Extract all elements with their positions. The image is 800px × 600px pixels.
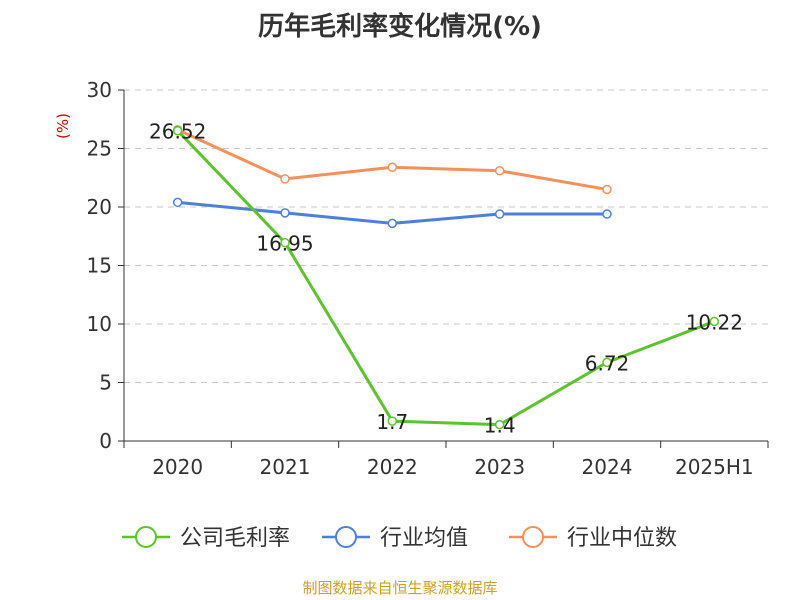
series-line [176, 129, 715, 427]
x-tick-label: 2020 [152, 455, 203, 479]
data-labels: 26.52 16.95 1.7 1.4 6.72 10.22 [149, 120, 743, 438]
legend: 公司毛利率 行业均值 行业中位数 [122, 526, 677, 551]
legend-label: 公司毛利率 [180, 526, 290, 551]
legend-label: 行业中位数 [567, 526, 677, 551]
x-tick-label: 2024 [582, 455, 633, 479]
data-point [387, 218, 398, 229]
legend-marker [335, 526, 357, 548]
y-tick-label: 10 [87, 312, 112, 336]
data-label: 1.7 [376, 410, 408, 434]
grid-lines [124, 89, 768, 383]
y-axis-label: (%) [54, 113, 72, 139]
data-label: 10.22 [686, 310, 743, 334]
data-label: 1.4 [484, 414, 516, 438]
legend-label: 行业均值 [380, 526, 468, 551]
y-tick-label: 15 [87, 254, 112, 278]
data-point [280, 174, 290, 184]
x-tick-label: 2025H1 [675, 455, 754, 479]
series-line [177, 128, 608, 191]
data-point [709, 316, 720, 327]
x-tick-label: 2023 [474, 455, 525, 479]
data-point [602, 209, 612, 219]
data-point [494, 209, 505, 219]
data-point [387, 162, 398, 172]
data-point [172, 197, 183, 208]
data-point [280, 237, 290, 248]
data-point [172, 125, 183, 136]
data-point [494, 419, 505, 430]
legend-marker [135, 526, 157, 548]
y-tick-label: 25 [87, 137, 112, 161]
data-point [494, 165, 505, 176]
x-tick-label: 2021 [260, 455, 311, 479]
series-lines [172, 125, 720, 430]
data-point [387, 416, 398, 426]
data-label: 26.52 [149, 120, 206, 144]
y-tick-label: 5 [99, 371, 112, 395]
data-label: 6.72 [585, 351, 630, 375]
data-label: 16.95 [256, 232, 313, 256]
y-tick-label: 0 [99, 429, 112, 453]
data-point [602, 357, 612, 368]
data-point [602, 184, 612, 195]
y-tick-label: 20 [87, 195, 112, 219]
source-note: 制图数据来自恒生聚源数据库 [302, 579, 498, 597]
y-tick-label: 30 [87, 78, 112, 102]
chart-title: 历年毛利率变化情况(%) [258, 12, 542, 42]
axes: 0 5 10 15 20 25 30 (%) 2020 2021 2022 2023 2024 2025H… [54, 78, 769, 479]
x-tick-label: 2022 [367, 455, 418, 479]
legend-marker [522, 526, 544, 548]
data-point [280, 208, 290, 218]
